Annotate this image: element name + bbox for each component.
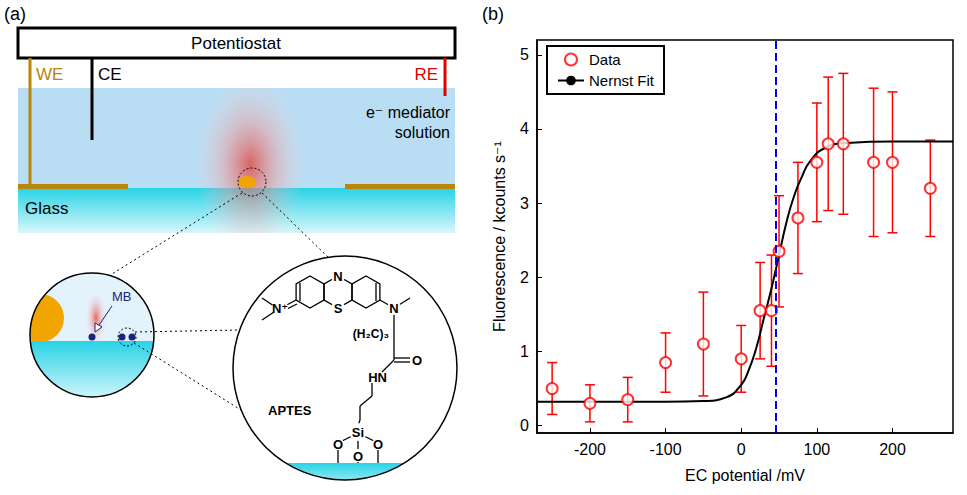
svg-text:100: 100 <box>804 441 831 458</box>
svg-text:-200: -200 <box>574 441 606 458</box>
svg-text:Potentiostat: Potentiostat <box>191 34 281 53</box>
svg-text:N: N <box>389 301 398 316</box>
svg-text:WE: WE <box>36 65 63 84</box>
svg-text:N: N <box>333 269 342 284</box>
svg-text:O: O <box>412 353 422 368</box>
svg-text:e⁻ mediator: e⁻ mediator <box>366 104 451 121</box>
svg-text:2: 2 <box>520 269 529 286</box>
svg-text:0: 0 <box>520 417 529 434</box>
svg-text:solution: solution <box>395 124 450 141</box>
svg-text:200: 200 <box>879 441 906 458</box>
svg-text:S: S <box>334 301 343 316</box>
svg-text:APTES: APTES <box>268 403 312 418</box>
svg-text:O: O <box>333 437 343 452</box>
svg-text:4: 4 <box>520 120 529 137</box>
svg-text:Nernst Fit: Nernst Fit <box>589 72 655 89</box>
svg-text:CE: CE <box>98 65 122 84</box>
svg-text:MB: MB <box>112 289 132 304</box>
svg-text:5: 5 <box>520 46 529 63</box>
svg-text:Fluorescence / kcounts s⁻¹: Fluorescence / kcounts s⁻¹ <box>491 141 508 332</box>
svg-text:N⁺: N⁺ <box>272 301 288 316</box>
svg-text:Si: Si <box>352 425 364 440</box>
svg-text:O: O <box>373 437 383 452</box>
svg-text:Glass: Glass <box>25 199 68 218</box>
svg-text:-100: -100 <box>650 441 682 458</box>
svg-text:(b): (b) <box>482 4 504 24</box>
svg-text:RE: RE <box>414 65 438 84</box>
svg-text:0: 0 <box>737 441 746 458</box>
svg-text:1: 1 <box>520 343 529 360</box>
svg-text:O: O <box>353 449 363 464</box>
svg-text:(a): (a) <box>4 4 26 24</box>
svg-text:Data: Data <box>589 51 621 68</box>
svg-text:(H₂C)₃: (H₂C)₃ <box>353 327 389 341</box>
svg-text:HN: HN <box>368 370 387 385</box>
svg-text:EC potential /mV: EC potential /mV <box>685 467 805 484</box>
svg-text:3: 3 <box>520 195 529 212</box>
